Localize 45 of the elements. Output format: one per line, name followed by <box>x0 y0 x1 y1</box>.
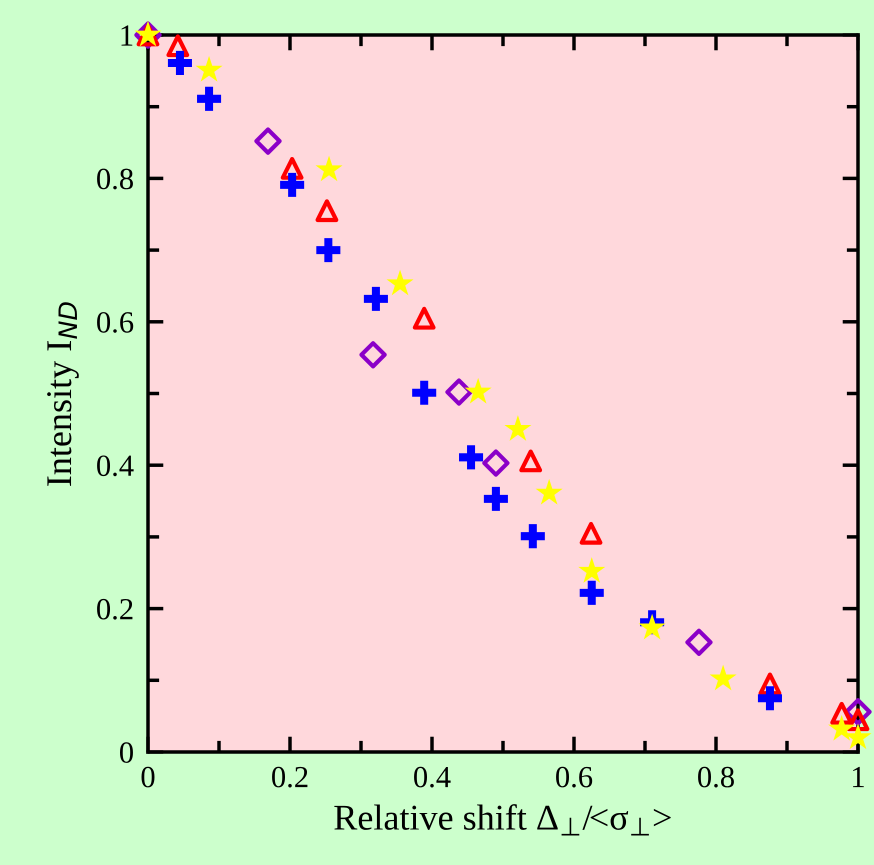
y-tick-label: 0.4 <box>97 455 134 476</box>
point <box>197 86 222 111</box>
point <box>484 486 508 511</box>
x-tick-label: 0.6 <box>556 766 592 788</box>
point <box>830 702 854 725</box>
x-tick-label: 0.2 <box>272 766 308 788</box>
y-tick-label: 0.2 <box>97 598 132 620</box>
point <box>482 449 510 477</box>
y-tick-label: 0.6 <box>97 312 134 333</box>
point <box>580 580 604 605</box>
point <box>359 341 387 368</box>
point <box>412 306 436 330</box>
point <box>254 127 282 155</box>
point <box>536 478 563 505</box>
point <box>316 238 340 262</box>
point <box>519 449 542 472</box>
point <box>685 628 713 656</box>
point <box>280 172 304 197</box>
point <box>364 286 388 311</box>
y-tick-label: 0.8 <box>97 168 133 190</box>
point <box>412 380 436 405</box>
point <box>828 714 856 741</box>
point <box>758 686 782 710</box>
point <box>316 199 338 222</box>
x-tick-label: 1 <box>853 766 864 788</box>
point <box>464 378 492 404</box>
y-tick-label: 1 <box>122 25 132 46</box>
x-axis-title: Relative shift Δ$_{⊥}$/<σ$_{⊥}$> <box>334 804 671 836</box>
point <box>578 557 606 583</box>
point <box>445 378 473 406</box>
x-tick-label: 0.4 <box>414 766 451 788</box>
x-tick-label: 0.8 <box>698 766 734 788</box>
point <box>580 522 602 545</box>
x-tick-label: 0 <box>142 766 154 788</box>
point <box>196 56 223 82</box>
point <box>316 156 343 182</box>
point <box>168 50 192 75</box>
point <box>520 524 545 548</box>
point <box>504 415 532 441</box>
point <box>386 270 414 296</box>
point <box>459 445 484 470</box>
y-axis-title: Intensity I$_{ND}$ <box>47 302 79 486</box>
point <box>638 614 666 640</box>
y-tick-label: 0 <box>120 742 133 763</box>
point <box>710 664 737 690</box>
